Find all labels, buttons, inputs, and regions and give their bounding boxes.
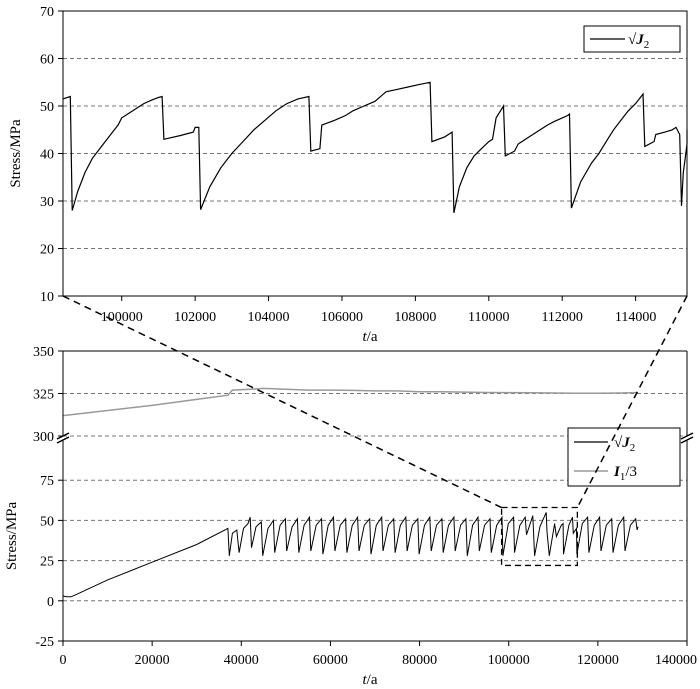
bottom-chart-panel: -25 0 25 50 75 300 325 350 0 20000 40000 60000 80000…	[4, 345, 697, 688]
bottom-legend-label-sqrtJ2-subscript: 2	[630, 442, 636, 454]
bottom-ytick-label-300: 300	[33, 430, 54, 445]
top-xtick-label-114000: 114000	[615, 310, 656, 325]
bottom-series-line-I1-3	[62, 387, 639, 417]
top-axis-ticks: 10 20 30 40 50 60 70 100000 102000 104000 106000 10…	[40, 5, 656, 325]
top-legend: √J2	[583, 25, 681, 53]
top-series-group	[62, 81, 688, 214]
bottom-ytick-label-0: 0	[47, 595, 54, 610]
top-legend-label-sqrtJ2-symbol: J	[635, 32, 644, 48]
bottom-xtick-label-140000: 140000	[655, 653, 697, 668]
axis-break-mark-left-lower	[56, 436, 70, 444]
zoom-connector-right	[576, 295, 688, 508]
top-xtick-label-106000: 106000	[321, 310, 363, 325]
top-series-line-sqrtJ2	[62, 81, 688, 214]
top-x-axis-title-italic: t	[363, 329, 368, 345]
top-ytick-label-30: 30	[40, 195, 54, 210]
top-legend-label-sqrtJ2: √J2	[628, 32, 649, 51]
top-gridlines	[63, 58, 687, 249]
top-chart-panel: 10 20 30 40 50 60 70 100000 102000 104000 106000 10…	[8, 5, 688, 345]
bottom-legend-box	[567, 427, 681, 487]
bottom-xtick-label-60000: 60000	[313, 653, 348, 668]
top-x-axis-title: t/a	[363, 329, 378, 345]
top-ytick-label-50: 50	[40, 100, 54, 115]
bottom-ytick-label-350: 350	[33, 345, 54, 360]
top-ytick-label-70: 70	[40, 5, 54, 20]
bottom-x-axis-title-italic: t	[363, 672, 368, 688]
bottom-xtick-label-40000: 40000	[224, 653, 259, 668]
axis-break-mark-right-lower	[680, 436, 694, 444]
bottom-x-axis-title-unit: /a	[367, 672, 378, 688]
top-xtick-label-108000: 108000	[394, 310, 436, 325]
bottom-legend-label-sqrtJ2-radical: √	[614, 435, 623, 451]
bottom-ytick-label-50: 50	[40, 514, 54, 529]
zoom-connector-left	[62, 295, 502, 509]
top-ytick-label-10: 10	[40, 290, 54, 305]
top-xtick-label-112000: 112000	[541, 310, 582, 325]
axis-break-marks	[56, 432, 694, 444]
bottom-axis-ticks: -25 0 25 50 75 300 325 350 0 20000 40000 60000 80000…	[33, 345, 697, 668]
top-ytick-label-40: 40	[40, 148, 54, 163]
bottom-legend-label-sqrtJ2-symbol: J	[621, 435, 630, 451]
bottom-xtick-label-80000: 80000	[402, 653, 437, 668]
top-legend-label-sqrtJ2-subscript: 2	[644, 39, 650, 51]
bottom-legend-label-I1-3-suffix: /3	[625, 464, 637, 480]
top-xtick-label-100000: 100000	[101, 310, 143, 325]
bottom-legend-label-sqrtJ2: √J2	[614, 435, 635, 454]
bottom-x-axis-title: t/a	[363, 672, 378, 688]
top-legend-box	[583, 25, 681, 53]
top-y-axis-title: Stress/MPa	[8, 119, 24, 188]
top-ytick-label-20: 20	[40, 243, 54, 258]
bottom-xtick-label-0: 0	[60, 653, 67, 668]
top-xtick-label-102000: 102000	[174, 310, 216, 325]
top-ytick-label-60: 60	[40, 53, 54, 68]
bottom-legend-label-I1-3-subscript: 1	[620, 471, 626, 483]
zoom-indicator	[62, 295, 688, 567]
bottom-xtick-label-20000: 20000	[135, 653, 170, 668]
bottom-series-group	[62, 387, 639, 598]
bottom-ytick-label-25: 25	[40, 555, 54, 570]
zoom-box	[500, 506, 579, 567]
bottom-legend-label-I1-3: I1/3	[613, 464, 637, 483]
bottom-xtick-label-100000: 100000	[488, 653, 530, 668]
axis-break-mark-right-upper	[680, 432, 694, 440]
bottom-gridlines	[63, 393, 687, 602]
top-xtick-label-110000: 110000	[468, 310, 509, 325]
bottom-ytick-label-75: 75	[40, 474, 54, 489]
bottom-plot-frame	[62, 350, 688, 642]
bottom-y-axis-title: Stress/MPa	[4, 501, 20, 570]
bottom-xtick-label-120000: 120000	[577, 653, 619, 668]
top-x-axis-title-unit: /a	[367, 329, 378, 345]
top-legend-label-sqrtJ2-radical: √	[628, 32, 637, 48]
top-xtick-label-104000: 104000	[248, 310, 290, 325]
bottom-series-line-sqrtJ2	[62, 512, 639, 598]
bottom-ytick-label--25: -25	[35, 635, 54, 650]
bottom-ytick-label-325: 325	[33, 388, 54, 403]
bottom-legend-label-I1-3-symbol: I	[613, 464, 621, 480]
axis-break-mark-left-upper	[56, 432, 70, 440]
